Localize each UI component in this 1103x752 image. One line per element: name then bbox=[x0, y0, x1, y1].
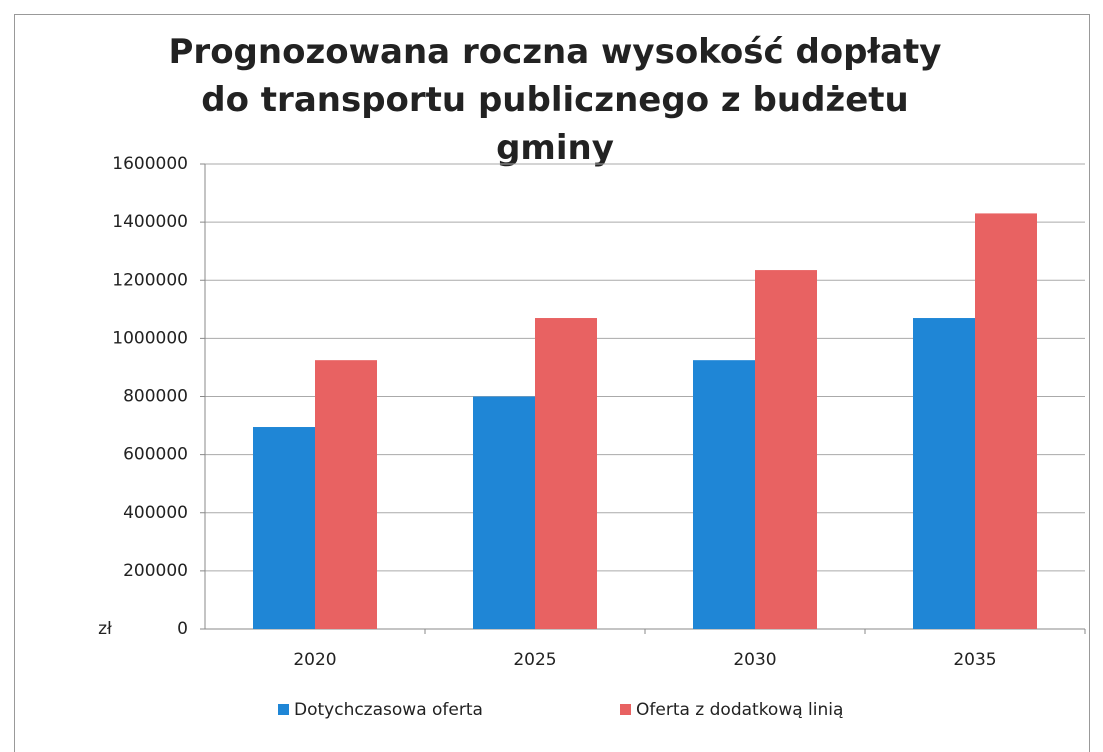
bar bbox=[473, 396, 535, 629]
legend-swatch bbox=[620, 704, 631, 715]
y-tick-label: 200000 bbox=[123, 561, 188, 581]
y-tick-label: 800000 bbox=[123, 387, 188, 407]
bar bbox=[693, 360, 755, 629]
legend-label: Dotychczasowa oferta bbox=[294, 700, 483, 720]
x-tick-label: 2035 bbox=[953, 650, 996, 670]
y-tick-label: 600000 bbox=[123, 445, 188, 465]
bar bbox=[535, 318, 597, 629]
x-tick-label: 2030 bbox=[733, 650, 776, 670]
y-tick-label: 0 bbox=[177, 619, 188, 639]
bar bbox=[975, 213, 1037, 629]
y-tick-label: 1600000 bbox=[112, 154, 188, 174]
legend-swatch bbox=[278, 704, 289, 715]
y-tick-label: 1400000 bbox=[112, 212, 188, 232]
y-tick-label: 1200000 bbox=[112, 270, 188, 290]
y-tick-label: 400000 bbox=[123, 503, 188, 523]
y-axis-label: zł bbox=[98, 619, 112, 639]
legend-label: Oferta z dodatkową linią bbox=[636, 700, 843, 720]
chart-title: Prognozowana roczna wysokość dopłaty do … bbox=[168, 32, 942, 168]
x-tick-label: 2025 bbox=[513, 650, 556, 670]
x-tick-label: 2020 bbox=[293, 650, 336, 670]
bar bbox=[913, 318, 975, 629]
bar bbox=[253, 427, 315, 629]
bar bbox=[755, 270, 817, 629]
y-tick-label: 1000000 bbox=[112, 328, 188, 348]
chart-frame bbox=[14, 14, 1090, 752]
bar bbox=[315, 360, 377, 629]
